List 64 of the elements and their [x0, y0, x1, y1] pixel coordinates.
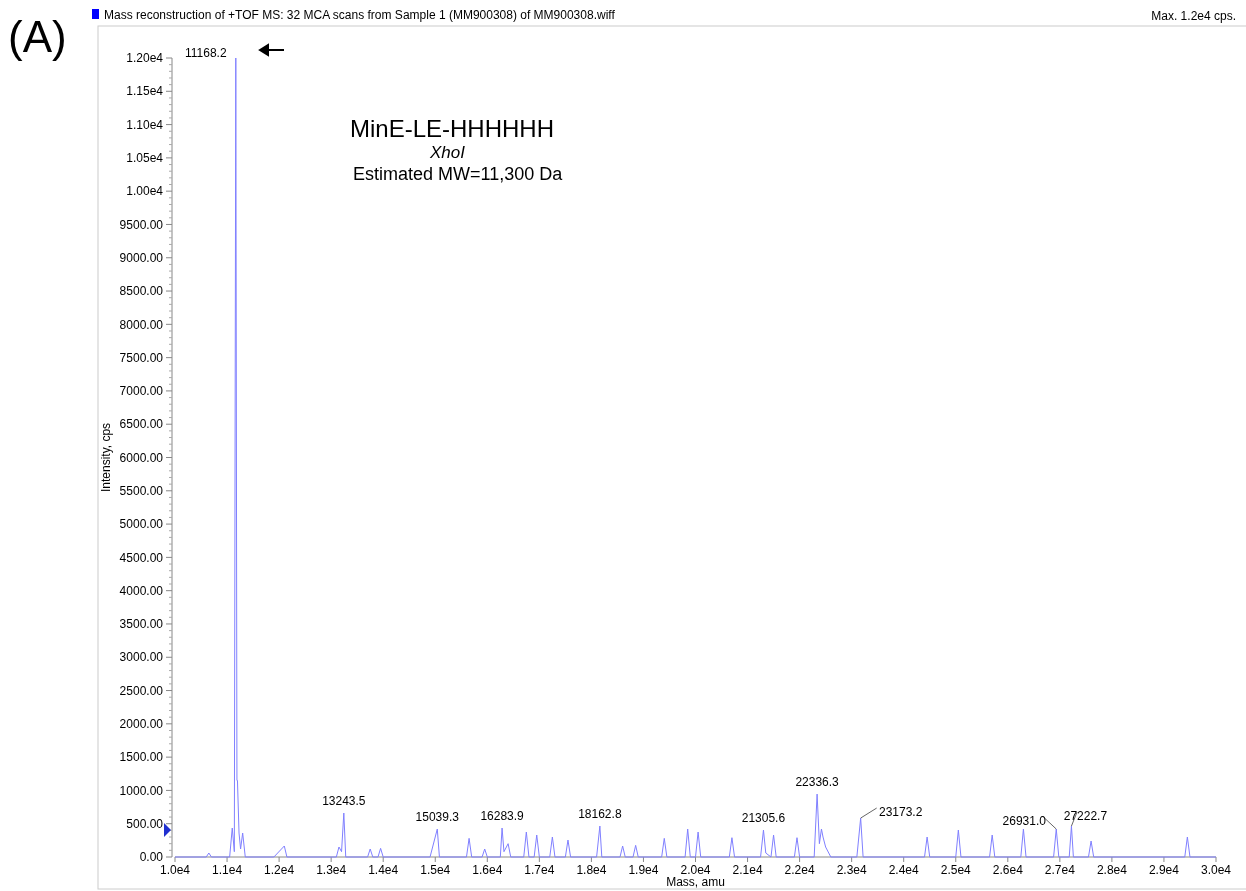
- y-tick-label: 1.00e4: [126, 184, 164, 199]
- y-axis-title: Intensity, cps: [99, 422, 113, 493]
- annotation: 27222.7: [1063, 809, 1108, 824]
- x-tick-label: 2.4e4: [888, 863, 920, 877]
- annotation: 22336.3: [795, 775, 840, 790]
- y-tick-label: 3500.00: [119, 617, 164, 632]
- annotation: MinE-LE-HHHHHH: [350, 115, 555, 142]
- y-tick-label: 6000.00: [119, 450, 164, 465]
- x-tick-label: 1.9e4: [628, 863, 659, 877]
- y-tick-label: 2000.00: [119, 717, 164, 732]
- y-tick-label: 8000.00: [119, 317, 164, 332]
- x-tick-label: 2.9e4: [1148, 863, 1180, 877]
- x-tick-label: 2.5e4: [940, 863, 972, 877]
- x-axis-title: Mass, amu: [666, 875, 725, 889]
- y-tick-label: 1.20e4: [126, 51, 164, 66]
- x-tick-label: 1.4e4: [368, 863, 399, 877]
- annotation: 26931.0: [1002, 814, 1047, 829]
- x-tick-label: 1.6e4: [472, 863, 503, 877]
- annotation: 13243.5: [322, 794, 366, 809]
- y-tick-label: 7000.00: [119, 384, 164, 399]
- y-tick-label: 500.00: [126, 816, 164, 831]
- y-tick-label: 3000.00: [119, 650, 164, 665]
- y-tick-label: 1.10e4: [126, 117, 164, 132]
- annotation: Estimated MW=11,300 Da: [353, 164, 564, 184]
- y-tick-label: 4000.00: [119, 583, 164, 598]
- text: Max. 1.2e4 cps.: [1151, 9, 1236, 23]
- x-tick-label: 1.2e4: [264, 863, 295, 877]
- y-tick-label: 8500.00: [119, 284, 164, 299]
- x-tick-label: 1.0e4: [159, 863, 191, 877]
- y-tick-label: 9500.00: [119, 217, 164, 232]
- x-tick-label: 1.1e4: [212, 863, 243, 877]
- annotation: 16283.9: [480, 809, 525, 824]
- y-tick-label: 1.15e4: [126, 84, 164, 99]
- y-tick-label: 1.05e4: [126, 151, 164, 166]
- x-tick-label: 2.2e4: [784, 863, 815, 877]
- x-tick-label: 3.0e4: [1200, 863, 1232, 877]
- x-tick-label: 2.0e4: [680, 863, 711, 877]
- annotation: 15039.3: [415, 810, 460, 825]
- y-tick-label: 1000.00: [119, 783, 164, 798]
- x-tick-label: 2.8e4: [1096, 863, 1128, 877]
- x-tick-label: 1.8e4: [576, 863, 607, 877]
- y-tick-label: 5000.00: [119, 517, 164, 532]
- annotation: 11168.2: [185, 46, 227, 60]
- chart-title: Mass reconstruction of +TOF MS: 32 MCA scans from Sample 1 (MM900308) of MM900308.wiff: [104, 8, 616, 22]
- y-tick-label: 7500.00: [119, 350, 164, 365]
- annotation: 23173.2: [878, 805, 923, 820]
- x-tick-label: 1.3e4: [316, 863, 347, 877]
- y-tick-label: 0.00: [139, 850, 164, 865]
- y-tick-label: 6500.00: [119, 417, 164, 432]
- x-tick-label: 2.7e4: [1044, 863, 1076, 877]
- annotation: XhoI: [429, 143, 466, 162]
- x-tick-label: 2.6e4: [992, 863, 1024, 877]
- x-tick-label: 1.5e4: [420, 863, 451, 877]
- x-tick-label: 2.1e4: [732, 863, 763, 877]
- y-tick-label: 2500.00: [119, 683, 164, 698]
- y-tick-label: 5500.00: [119, 483, 164, 498]
- y-tick-label: 9000.00: [119, 250, 164, 265]
- text: (A): [8, 12, 67, 61]
- y-tick-label: 4500.00: [119, 550, 164, 565]
- annotation: 21305.6: [741, 811, 786, 826]
- x-tick-label: 2.3e4: [836, 863, 867, 877]
- y-tick-label: 1500.00: [119, 750, 164, 765]
- x-tick-label: 1.7e4: [524, 863, 555, 877]
- annotation: 18162.8: [578, 807, 622, 822]
